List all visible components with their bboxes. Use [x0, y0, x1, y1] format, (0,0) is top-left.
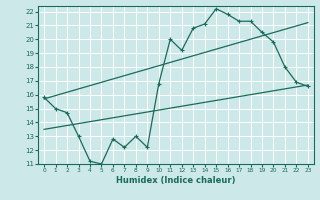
X-axis label: Humidex (Indice chaleur): Humidex (Indice chaleur) — [116, 176, 236, 185]
